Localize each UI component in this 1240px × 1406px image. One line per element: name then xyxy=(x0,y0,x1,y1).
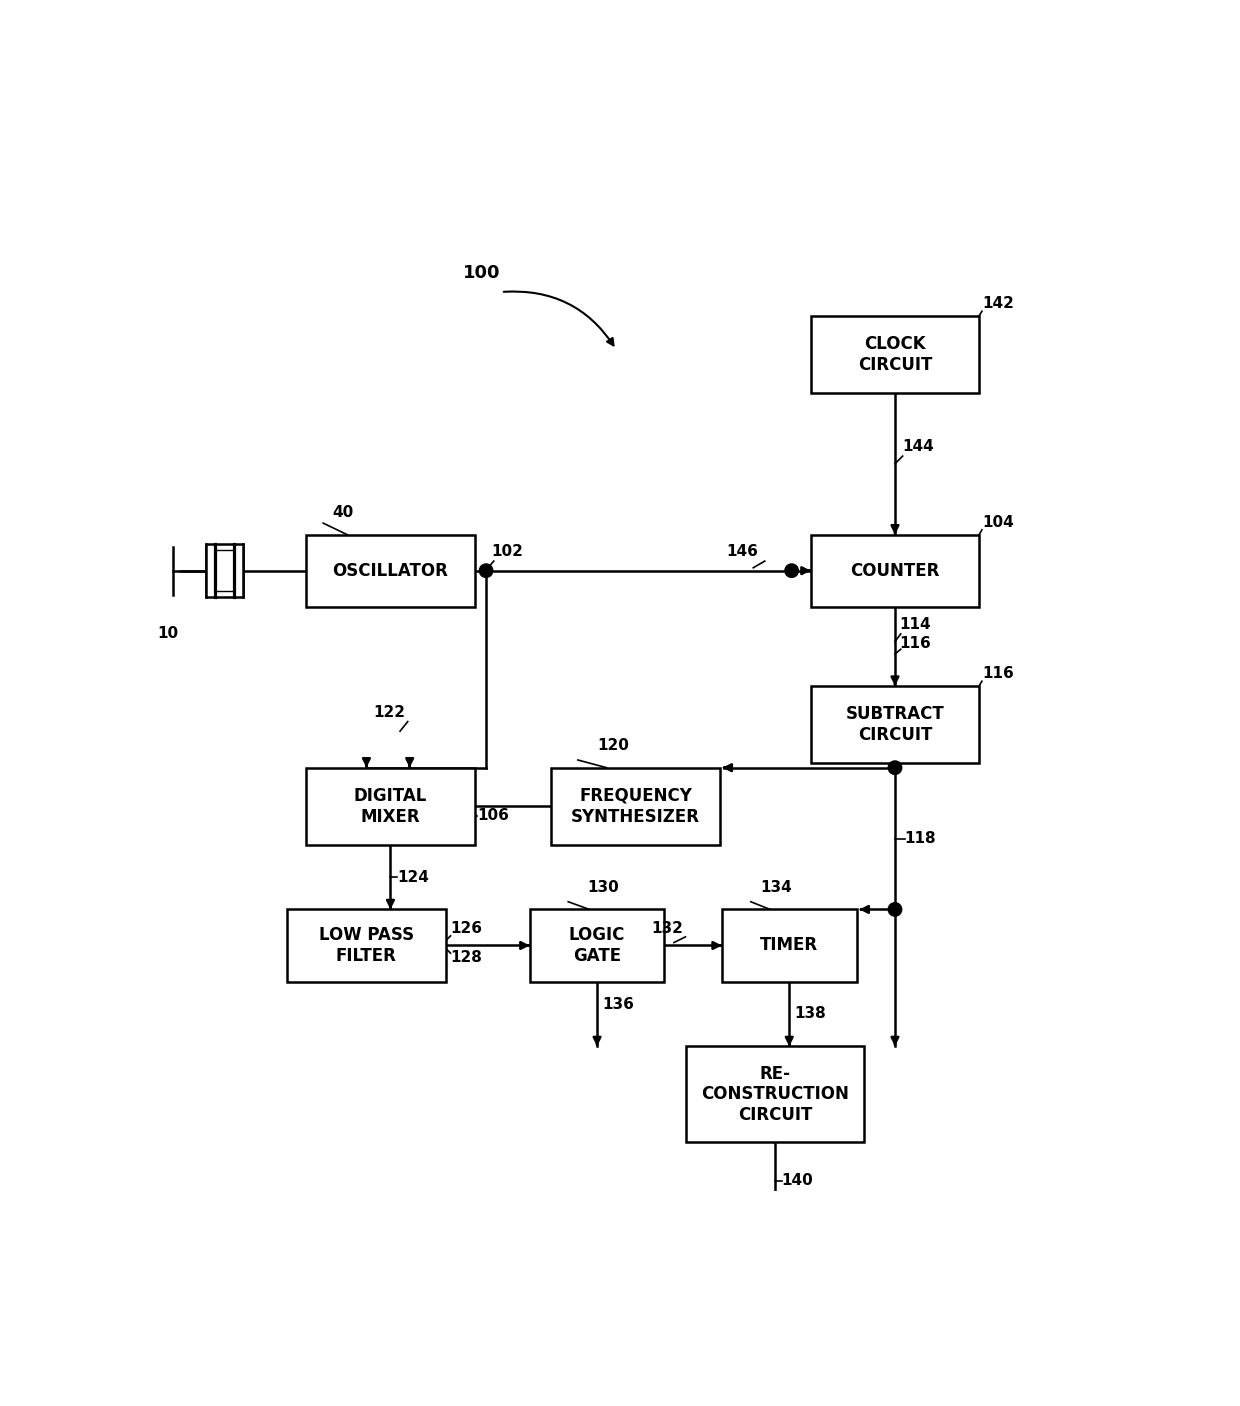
Bar xyxy=(811,316,980,392)
Text: 114: 114 xyxy=(900,617,931,631)
Text: 132: 132 xyxy=(652,921,683,936)
Text: 134: 134 xyxy=(760,880,792,896)
Circle shape xyxy=(888,903,901,917)
Bar xyxy=(722,910,857,981)
Bar xyxy=(811,534,980,607)
Text: OSCILLATOR: OSCILLATOR xyxy=(332,561,449,579)
Text: DIGITAL
MIXER: DIGITAL MIXER xyxy=(353,787,427,825)
Text: 102: 102 xyxy=(491,544,523,560)
Text: 104: 104 xyxy=(982,515,1013,530)
Text: 116: 116 xyxy=(900,636,931,651)
Text: 126: 126 xyxy=(450,921,482,936)
Text: 122: 122 xyxy=(373,704,404,720)
Text: 106: 106 xyxy=(477,808,510,824)
Bar xyxy=(306,534,475,607)
Text: FREQUENCY
SYNTHESIZER: FREQUENCY SYNTHESIZER xyxy=(570,787,701,825)
Bar xyxy=(686,1046,864,1143)
Text: 10: 10 xyxy=(157,626,179,641)
Text: CLOCK
CIRCUIT: CLOCK CIRCUIT xyxy=(858,335,932,374)
Text: LOW PASS
FILTER: LOW PASS FILTER xyxy=(319,927,414,965)
Circle shape xyxy=(480,564,492,578)
Text: SUBTRACT
CIRCUIT: SUBTRACT CIRCUIT xyxy=(846,704,945,744)
Text: 130: 130 xyxy=(588,880,619,896)
Text: 128: 128 xyxy=(450,950,482,966)
Bar xyxy=(529,910,665,981)
Bar xyxy=(288,910,445,981)
Text: RE-
CONSTRUCTION
CIRCUIT: RE- CONSTRUCTION CIRCUIT xyxy=(701,1064,849,1125)
Text: 118: 118 xyxy=(905,831,936,846)
Text: 138: 138 xyxy=(794,1007,826,1021)
Text: 144: 144 xyxy=(903,439,935,454)
Bar xyxy=(306,768,475,845)
Text: 100: 100 xyxy=(463,264,500,283)
Circle shape xyxy=(888,761,901,775)
Bar xyxy=(811,686,980,763)
Circle shape xyxy=(785,564,799,578)
Text: LOGIC
GATE: LOGIC GATE xyxy=(569,927,625,965)
Text: 136: 136 xyxy=(601,997,634,1012)
Bar xyxy=(552,768,719,845)
Text: 146: 146 xyxy=(727,544,758,560)
Text: TIMER: TIMER xyxy=(760,936,818,955)
Text: COUNTER: COUNTER xyxy=(851,561,940,579)
Text: 116: 116 xyxy=(982,666,1013,681)
Text: 120: 120 xyxy=(596,738,629,754)
Text: 40: 40 xyxy=(332,505,355,520)
Bar xyxy=(206,544,243,598)
Text: 140: 140 xyxy=(781,1174,813,1188)
Text: 142: 142 xyxy=(982,297,1014,311)
Text: 124: 124 xyxy=(397,869,429,884)
